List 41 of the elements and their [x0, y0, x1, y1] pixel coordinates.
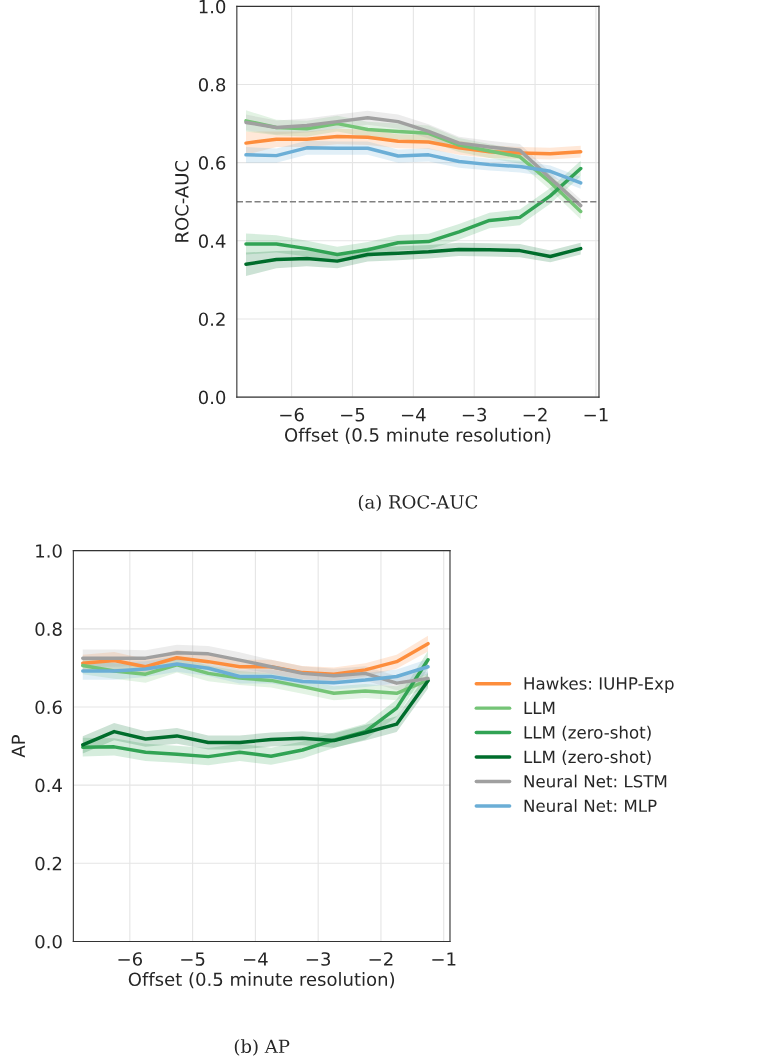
line-series [81, 662, 430, 685]
legend-label: Neural Net: LSTM [524, 774, 667, 788]
legend-label: Hawkes: IUHP-Exp [524, 676, 674, 693]
x-tick-label: −1 [584, 408, 608, 422]
y-tick-label: 0.6 [198, 156, 226, 170]
x-tick-label: −3 [306, 952, 331, 966]
x-tick-label: −5 [181, 952, 205, 966]
legend-label: LLM (zero-shot) [524, 750, 651, 766]
y-tick-label: 0.4 [198, 234, 226, 248]
y-axis-title: AP [11, 735, 25, 758]
y-tick-label: 1.0 [36, 544, 62, 558]
line-series [81, 679, 430, 747]
x-tick-label: −4 [401, 408, 426, 422]
x-tick-label: −1 [432, 952, 456, 966]
y-tick-label: 0.4 [35, 778, 62, 793]
legend-label: LLM (zero-shot) [524, 725, 651, 741]
x-tick-label: −6 [280, 407, 304, 422]
x-tick-label: −6 [118, 952, 143, 966]
y-tick-label: 1.0 [199, 0, 226, 14]
x-axis-title: Offset (0.5 minute resolution) [285, 427, 551, 444]
legend-label: Neural Net: MLP [524, 799, 657, 813]
x-tick-label: −3 [462, 407, 487, 422]
x-tick-label: −2 [369, 952, 393, 966]
y-tick-label: 0.8 [35, 622, 62, 636]
x-tick-label: −2 [523, 407, 547, 422]
y-tick-label: 0.6 [35, 700, 62, 715]
line-series [244, 146, 583, 185]
y-tick-label: 0.0 [198, 390, 226, 405]
y-tick-label: 0.2 [198, 312, 225, 327]
legend-label: LLM [524, 701, 555, 714]
text: (b) AP [234, 1039, 290, 1056]
x-axis-title: Offset (0.5 minute resolution) [128, 972, 395, 989]
y-tick-label: 0.8 [198, 77, 226, 92]
line-series [81, 650, 430, 685]
y-axis-title: ROC-AUC [175, 160, 189, 242]
y-tick-label: 0.0 [35, 934, 62, 949]
x-tick-label: −4 [244, 952, 268, 966]
x-tick-label: −5 [341, 408, 365, 422]
text: (a) ROC-AUC [358, 494, 478, 512]
y-tick-label: 0.2 [35, 856, 62, 871]
line-series [244, 246, 583, 266]
